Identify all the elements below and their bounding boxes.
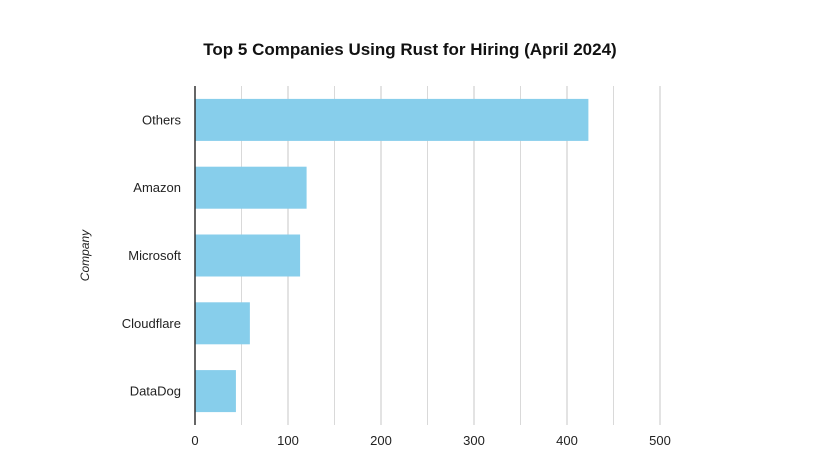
bars xyxy=(195,98,589,413)
category-label: Others xyxy=(142,112,182,127)
x-tick-label: 200 xyxy=(370,433,392,448)
bar-amazon xyxy=(195,166,307,209)
bar-datadog xyxy=(195,370,236,413)
bar-others xyxy=(195,98,589,141)
bar-microsoft xyxy=(195,234,301,277)
x-tick-label: 100 xyxy=(277,433,299,448)
tick-labels: Others Amazon Microsoft Cloudflare DataDog 0 1… xyxy=(122,112,671,448)
category-label: Microsoft xyxy=(128,248,181,263)
y-axis-title: Company xyxy=(78,229,92,281)
x-tick-label: 400 xyxy=(556,433,578,448)
category-label: Amazon xyxy=(133,180,181,195)
x-tick-label: 500 xyxy=(649,433,671,448)
x-tick-label: 300 xyxy=(463,433,485,448)
x-tick-label: 0 xyxy=(191,433,198,448)
category-label: DataDog xyxy=(130,384,181,399)
category-label: Cloudflare xyxy=(122,316,181,331)
bar-cloudflare xyxy=(195,302,250,345)
chart-title: Top 5 Companies Using Rust for Hiring (A… xyxy=(203,40,617,59)
